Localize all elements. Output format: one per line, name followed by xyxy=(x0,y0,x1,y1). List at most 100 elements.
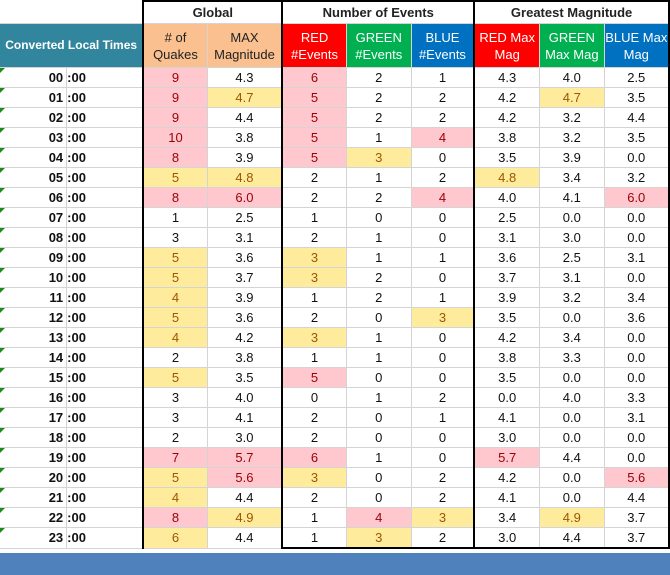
max-mag-cell[interactable]: 3.0 xyxy=(207,427,283,448)
red-events-cell[interactable]: 2 xyxy=(281,227,347,248)
green-events-cell[interactable]: 1 xyxy=(346,347,412,368)
green-mag-cell[interactable]: 0.0 xyxy=(539,487,605,508)
red-mag-cell[interactable]: 4.3 xyxy=(473,67,541,88)
blue-events-cell[interactable]: 2 xyxy=(411,387,476,408)
minute-cell[interactable]: :00 xyxy=(66,147,144,168)
max-mag-cell[interactable]: 3.9 xyxy=(207,147,283,168)
green-events-cell[interactable]: 0 xyxy=(346,427,412,448)
red-mag-cell[interactable]: 4.2 xyxy=(473,327,541,348)
blue-mag-cell[interactable]: 3.4 xyxy=(604,287,670,308)
green-mag-cell[interactable]: 0.0 xyxy=(539,367,605,388)
blue-events-cell[interactable]: 0 xyxy=(411,227,476,248)
hour-cell[interactable]: 00 xyxy=(0,67,68,88)
hour-cell[interactable]: 10 xyxy=(0,267,68,288)
blue-mag-cell[interactable]: 0.0 xyxy=(604,347,670,368)
red-mag-cell[interactable]: 3.5 xyxy=(473,147,541,168)
blue-events-cell[interactable]: 0 xyxy=(411,207,476,228)
green-mag-cell[interactable]: 3.0 xyxy=(539,227,605,248)
red-events-cell[interactable]: 1 xyxy=(281,287,347,308)
red-mag-cell[interactable]: 3.7 xyxy=(473,267,541,288)
red-mag-cell[interactable]: 4.0 xyxy=(473,187,541,208)
max-mag-cell[interactable]: 5.7 xyxy=(207,447,283,468)
green-events-cell[interactable]: 4 xyxy=(346,507,412,528)
quakes-cell[interactable]: 10 xyxy=(142,127,208,148)
blue-mag-cell[interactable]: 2.5 xyxy=(604,67,670,88)
max-mag-cell[interactable]: 4.4 xyxy=(207,487,283,508)
max-mag-cell[interactable]: 3.8 xyxy=(207,347,283,368)
hour-cell[interactable]: 01 xyxy=(0,87,68,108)
green-events-cell[interactable]: 0 xyxy=(346,367,412,388)
quakes-cell[interactable]: 8 xyxy=(142,187,208,208)
red-mag-cell[interactable]: 4.2 xyxy=(473,87,541,108)
red-events-cell[interactable]: 2 xyxy=(281,167,347,188)
hour-cell[interactable]: 20 xyxy=(0,467,68,488)
blue-mag-cell[interactable]: 0.0 xyxy=(604,427,670,448)
quakes-cell[interactable]: 5 xyxy=(142,167,208,188)
blue-events-cell[interactable]: 2 xyxy=(411,167,476,188)
blue-mag-cell[interactable]: 0.0 xyxy=(604,227,670,248)
red-events-cell[interactable]: 5 xyxy=(281,367,347,388)
red-events-cell[interactable]: 2 xyxy=(281,307,347,328)
blue-events-cell[interactable]: 2 xyxy=(411,487,476,508)
minute-cell[interactable]: :00 xyxy=(66,287,144,308)
max-mag-cell[interactable]: 3.6 xyxy=(207,247,283,268)
blue-mag-cell[interactable]: 3.6 xyxy=(604,307,670,328)
minute-cell[interactable]: :00 xyxy=(66,507,144,528)
minute-cell[interactable]: :00 xyxy=(66,387,144,408)
hour-cell[interactable]: 15 xyxy=(0,367,68,388)
green-events-cell[interactable]: 2 xyxy=(346,187,412,208)
red-mag-cell[interactable]: 3.0 xyxy=(473,527,541,549)
hour-cell[interactable]: 11 xyxy=(0,287,68,308)
red-events-cell[interactable]: 5 xyxy=(281,127,347,148)
blue-mag-cell[interactable]: 6.0 xyxy=(604,187,670,208)
max-mag-cell[interactable]: 3.9 xyxy=(207,287,283,308)
quakes-cell[interactable]: 2 xyxy=(142,427,208,448)
hour-cell[interactable]: 14 xyxy=(0,347,68,368)
minute-cell[interactable]: :00 xyxy=(66,327,144,348)
hour-cell[interactable]: 03 xyxy=(0,127,68,148)
max-mag-cell[interactable]: 3.6 xyxy=(207,307,283,328)
red-mag-cell[interactable]: 3.8 xyxy=(473,347,541,368)
hour-cell[interactable]: 04 xyxy=(0,147,68,168)
max-mag-cell[interactable]: 3.1 xyxy=(207,227,283,248)
red-events-cell[interactable]: 2 xyxy=(281,407,347,428)
green-mag-cell[interactable]: 3.4 xyxy=(539,327,605,348)
hour-cell[interactable]: 18 xyxy=(0,427,68,448)
quakes-cell[interactable]: 9 xyxy=(142,87,208,108)
blue-events-cell[interactable]: 0 xyxy=(411,147,476,168)
green-events-cell[interactable]: 0 xyxy=(346,407,412,428)
hour-cell[interactable]: 13 xyxy=(0,327,68,348)
quakes-cell[interactable]: 2 xyxy=(142,347,208,368)
quakes-cell[interactable]: 5 xyxy=(142,267,208,288)
red-mag-cell[interactable]: 3.6 xyxy=(473,247,541,268)
green-events-cell[interactable]: 1 xyxy=(346,127,412,148)
green-mag-cell[interactable]: 3.2 xyxy=(539,287,605,308)
blue-events-cell[interactable]: 0 xyxy=(411,327,476,348)
green-events-cell[interactable]: 1 xyxy=(346,247,412,268)
green-events-cell[interactable]: 0 xyxy=(346,207,412,228)
blue-mag-cell[interactable]: 4.4 xyxy=(604,487,670,508)
red-mag-cell[interactable]: 3.4 xyxy=(473,507,541,528)
red-mag-cell[interactable]: 2.5 xyxy=(473,207,541,228)
max-mag-cell[interactable]: 4.3 xyxy=(207,67,283,88)
green-events-cell[interactable]: 1 xyxy=(346,167,412,188)
quakes-cell[interactable]: 5 xyxy=(142,247,208,268)
quakes-cell[interactable]: 6 xyxy=(142,527,208,549)
red-events-cell[interactable]: 5 xyxy=(281,107,347,128)
red-mag-cell[interactable]: 3.0 xyxy=(473,427,541,448)
green-events-cell[interactable]: 2 xyxy=(346,67,412,88)
green-mag-cell[interactable]: 3.2 xyxy=(539,107,605,128)
blue-events-cell[interactable]: 0 xyxy=(411,347,476,368)
max-mag-cell[interactable]: 3.7 xyxy=(207,267,283,288)
quakes-cell[interactable]: 3 xyxy=(142,387,208,408)
blue-events-cell[interactable]: 2 xyxy=(411,107,476,128)
blue-mag-cell[interactable]: 3.5 xyxy=(604,127,670,148)
blue-mag-cell[interactable]: 0.0 xyxy=(604,267,670,288)
blue-mag-cell[interactable]: 3.7 xyxy=(604,527,670,549)
red-events-cell[interactable]: 3 xyxy=(281,247,347,268)
quakes-cell[interactable]: 5 xyxy=(142,367,208,388)
red-mag-cell[interactable]: 0.0 xyxy=(473,387,541,408)
quakes-cell[interactable]: 8 xyxy=(142,507,208,528)
blue-events-cell[interactable]: 1 xyxy=(411,67,476,88)
blue-events-cell[interactable]: 2 xyxy=(411,87,476,108)
